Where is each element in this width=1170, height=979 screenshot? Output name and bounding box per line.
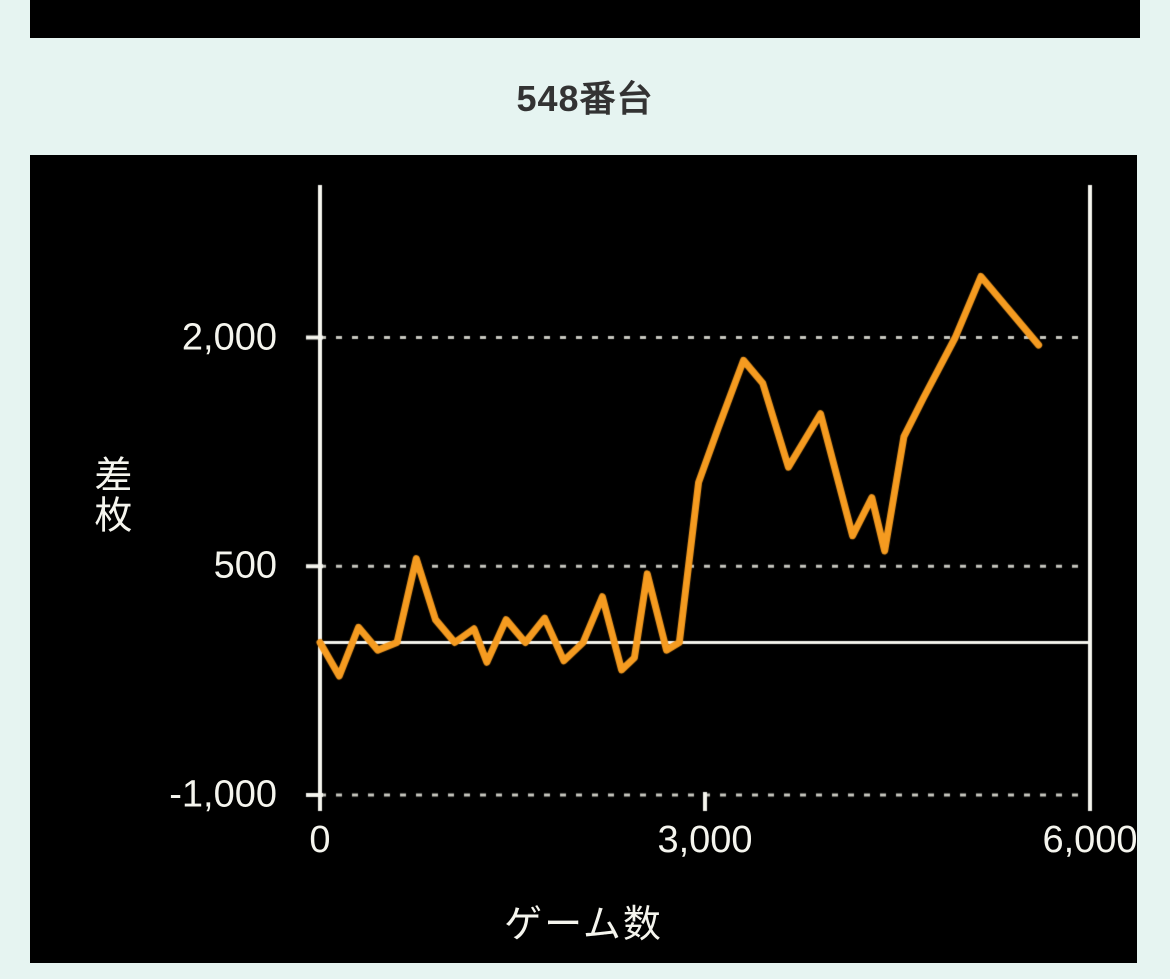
chart-x-tick-6000: 6,000	[1042, 819, 1137, 862]
top-black-strip	[30, 0, 1140, 38]
chart-container: 差枚 ゲーム数 2,000 500 -1,000 0 3,000 6,000	[30, 155, 1137, 963]
chart-y-tick-2000: 2,000	[182, 316, 277, 359]
chart-y-axis-label: 差枚	[88, 455, 128, 535]
chart-title-area: 548番台	[0, 70, 1170, 122]
chart-canvas	[30, 155, 1137, 963]
chart-y-tick-neg1000: -1,000	[169, 774, 277, 817]
chart-x-tick-3000: 3,000	[657, 819, 752, 862]
chart-x-axis-label: ゲーム数	[30, 893, 1137, 948]
chart-title: 548番台	[0, 70, 1170, 122]
chart-x-tick-0: 0	[309, 819, 330, 862]
chart-y-tick-500: 500	[214, 545, 277, 588]
